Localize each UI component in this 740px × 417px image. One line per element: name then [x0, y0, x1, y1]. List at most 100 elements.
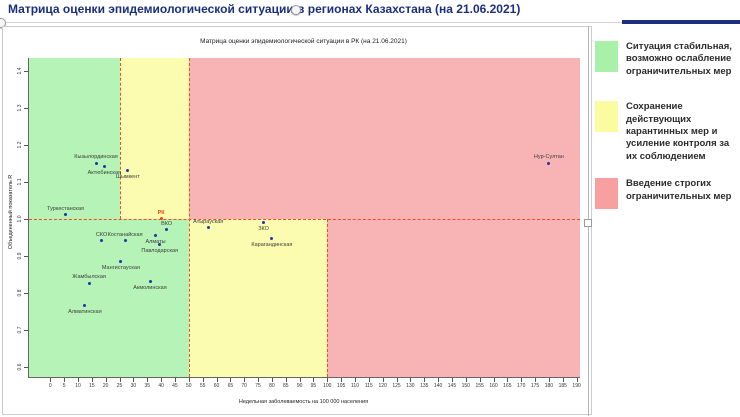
data-point — [126, 168, 130, 172]
y-tick — [24, 255, 28, 257]
x-tick — [507, 378, 509, 382]
selection-handle-top[interactable] — [291, 5, 301, 15]
threshold-line-x25 — [119, 58, 121, 219]
x-tick-label: 120 — [378, 383, 387, 389]
x-tick — [258, 378, 260, 382]
data-point — [154, 233, 158, 237]
epidemic-matrix-chart[interactable]: Матрица оценки эпидемиологической ситуац… — [2, 26, 592, 415]
x-tick — [465, 378, 467, 382]
y-tick-label: 1.3 — [17, 104, 23, 111]
x-tick-label: 90 — [296, 383, 303, 389]
x-tick — [161, 378, 163, 382]
data-point-label: СКО — [95, 231, 108, 238]
data-point-label: Шымкент — [115, 173, 140, 180]
x-tick-label: 80 — [269, 383, 275, 389]
y-tick-label: 0.6 — [17, 363, 23, 370]
data-point-label: Кызылординская — [74, 154, 118, 160]
data-point — [165, 228, 169, 232]
x-tick-label: 30 — [130, 383, 137, 389]
x-tick-label: 125 — [392, 383, 401, 389]
data-point-label: Акмолинская — [133, 284, 167, 291]
x-tick — [438, 378, 440, 382]
zone-green-upper — [29, 58, 120, 219]
x-tick — [479, 378, 481, 382]
x-tick — [396, 378, 398, 382]
x-tick-label: 75 — [255, 383, 261, 389]
data-point-label: Алматинская — [68, 308, 102, 315]
slide-title[interactable]: Матрица оценки эпидемиологической ситуац… — [8, 2, 521, 16]
x-tick-label: 160 — [489, 383, 498, 389]
legend-item-text: Ситуация стабильная, возможно ослабление… — [626, 41, 732, 77]
x-tick — [548, 378, 550, 382]
x-tick-label: 85 — [282, 383, 289, 389]
x-tick — [355, 378, 356, 382]
data-point-label: Костанайская — [107, 231, 143, 238]
x-tick-label: 50 — [186, 383, 192, 389]
y-tick-label: 1.0 — [17, 215, 23, 222]
x-tick — [368, 378, 370, 382]
data-point-label: Нур-Султан — [533, 154, 564, 160]
x-tick-label: 10 — [75, 383, 81, 389]
legend-swatch — [595, 178, 618, 210]
x-tick-label: 65 — [227, 383, 234, 389]
x-tick — [202, 378, 204, 382]
x-tick-label: 95 — [310, 383, 317, 389]
data-point-label: Атырауская — [193, 218, 224, 225]
x-tick-label: 140 — [433, 383, 443, 389]
x-tick — [230, 378, 232, 382]
x-tick — [424, 378, 426, 382]
x-tick-label: 70 — [241, 383, 247, 389]
x-tick-label: 175 — [530, 383, 540, 389]
y-tick — [24, 292, 28, 294]
x-tick-label: 55 — [199, 383, 206, 389]
x-tick — [188, 378, 190, 382]
title-underline — [0, 22, 740, 23]
y-tick-label: 1.1 — [17, 178, 23, 185]
data-point — [262, 220, 266, 224]
data-point — [100, 239, 104, 243]
legend-item: Ситуация стабильная, возможно ослабление… — [595, 41, 738, 78]
x-tick-label: 130 — [406, 383, 415, 389]
data-point-label: Туркестанская — [47, 205, 85, 212]
x-tick-label: 45 — [172, 383, 178, 389]
x-tick — [285, 378, 287, 382]
x-tick-label: 155 — [475, 383, 484, 389]
data-point-label: Жамбылская — [72, 274, 106, 281]
x-tick-label: 0 — [48, 383, 52, 389]
y-tick-label: 0.8 — [17, 289, 23, 296]
x-tick — [271, 378, 273, 382]
x-tick-label: 5 — [62, 383, 66, 389]
data-point-label: Карагандинская — [251, 242, 293, 249]
zone-pink-upper — [188, 58, 580, 219]
data-point — [123, 239, 127, 243]
threshold-line-r1 — [29, 218, 580, 220]
legend-item-text: Введение строгих ограничительных мер — [626, 178, 732, 202]
x-tick-label: 135 — [420, 383, 429, 389]
x-tick-label: 40 — [158, 383, 164, 389]
x-tick-label: 25 — [116, 383, 123, 389]
data-point — [270, 237, 274, 241]
x-tick — [382, 378, 384, 382]
x-tick — [216, 378, 218, 382]
zone-green-lower — [29, 218, 189, 377]
selection-handle-legend[interactable] — [584, 219, 592, 227]
x-tick — [105, 378, 107, 382]
threshold-line-x50 — [188, 58, 190, 377]
data-point — [94, 161, 98, 165]
x-axis-title: Недельная заболеваемость на 100 000 насе… — [238, 399, 369, 405]
legend-item: Введение строгих ограничительных мер — [595, 178, 738, 210]
x-tick — [133, 378, 135, 382]
x-tick-label: 190 — [572, 383, 581, 389]
x-tick — [313, 378, 315, 382]
x-tick-label: 180 — [544, 383, 554, 389]
x-tick — [78, 378, 79, 382]
x-tick-label: 115 — [364, 383, 373, 389]
x-tick-label: 100 — [323, 383, 332, 389]
zone-yellow-upper — [119, 58, 189, 219]
data-point — [83, 303, 87, 307]
legend: Ситуация стабильная, возможно ослабление… — [588, 26, 738, 416]
x-tick-label: 145 — [447, 383, 457, 389]
zone-yellow-lower — [188, 218, 328, 377]
data-point-label: ВКО — [161, 220, 173, 227]
x-tick — [493, 378, 495, 382]
